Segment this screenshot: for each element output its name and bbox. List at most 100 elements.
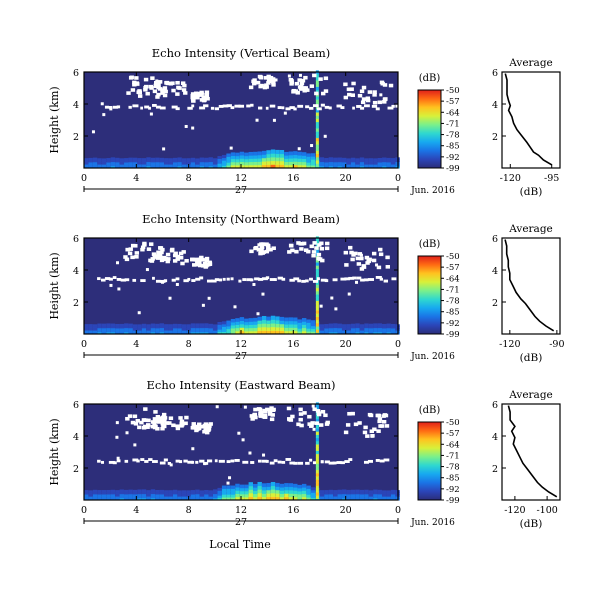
echo-cell [328,157,334,160]
echo-cell [261,157,267,162]
echo-cell [110,491,116,495]
missing-cell [199,459,205,463]
missing-cell [307,414,312,419]
echo-cell [168,492,173,495]
missing-cell [137,94,143,98]
echo-cell [141,327,147,331]
rain-spike-cell [315,297,319,301]
missing-cell [132,414,138,419]
echo-cell [119,327,124,331]
echo-cell [128,495,133,499]
missing-cell [269,461,275,465]
missing-cell [163,458,168,462]
echo-cell [359,157,365,161]
echo-cell [324,330,329,333]
missing-cell [226,104,232,108]
missing-cell [157,80,163,84]
missing-cell [125,416,130,421]
echo-cell [386,165,391,169]
echo-cell [132,326,138,329]
echo-cell [266,153,271,158]
echo-cell [301,158,307,163]
echo-cell [288,164,294,169]
echo-cell [355,327,360,331]
missing-cell [298,407,303,412]
missing-cell [249,414,255,418]
echo-cell [137,497,142,501]
missing-cell [367,257,372,262]
missing-cell [286,406,292,411]
missing-cell [152,276,155,280]
missing-cell [180,261,185,266]
echo-cell [208,161,213,165]
echo-cell [164,164,169,167]
missing-cell [151,252,157,256]
echo-cell [235,490,240,494]
echo-cell [350,159,356,163]
missing-cell [363,278,369,282]
missing-cell [137,311,141,315]
echo-cell [337,323,342,327]
echo-cell [119,325,124,329]
echo-cell [364,497,369,501]
echo-cell [186,160,191,163]
rain-spike-cell [315,306,319,311]
echo-cell [382,496,387,499]
rain-spike-cell [315,99,319,103]
echo-cell [355,493,360,497]
missing-cell [297,104,304,108]
echo-cell [159,329,165,333]
echo-cell [213,489,218,493]
missing-cell [382,100,387,104]
echo-cell [301,496,307,501]
missing-cell [204,258,209,263]
echo-cell [364,489,369,493]
echo-cell [101,166,107,169]
echo-cell [213,164,218,167]
missing-cell [175,80,180,85]
echo-cell [132,159,138,163]
echo-cell [377,493,382,497]
echo-cell [146,326,151,329]
echo-cell [288,483,294,488]
echo-cell [337,165,342,169]
echo-cell [124,491,129,495]
missing-cell [372,427,377,432]
echo-cell [150,489,156,492]
echo-cell [319,163,325,167]
echo-cell [213,326,218,329]
missing-cell [302,88,307,93]
x-tick-label: 8 [186,339,192,350]
echo-cell [88,165,93,169]
missing-cell [289,106,295,110]
missing-cell [269,278,276,281]
colorbar [417,421,442,501]
heatmap-cells [84,236,400,335]
missing-cell [159,418,165,423]
missing-cell [347,411,352,416]
echo-cell [284,489,289,494]
echo-cell [355,323,360,327]
missing-cell [133,243,138,248]
echo-cell [164,498,169,501]
echo-cell [124,327,129,331]
echo-cell [217,487,222,491]
rain-spike-cell [315,488,319,493]
echo-cell [279,316,285,321]
echo-cell [373,323,378,327]
echo-cell [293,483,298,488]
echo-cell [324,324,329,327]
echo-cell [164,494,169,497]
echo-cell [261,161,267,166]
echo-cell [92,493,98,497]
missing-cell [206,279,214,283]
echo-cell [342,493,347,497]
missing-cell [258,414,264,418]
echo-cell [364,323,369,327]
missing-cell [344,460,350,463]
echo-cell [319,490,325,493]
echo-cell [88,330,93,333]
echo-cell [346,164,351,167]
echo-cell [244,496,249,501]
echo-cell [177,490,182,493]
